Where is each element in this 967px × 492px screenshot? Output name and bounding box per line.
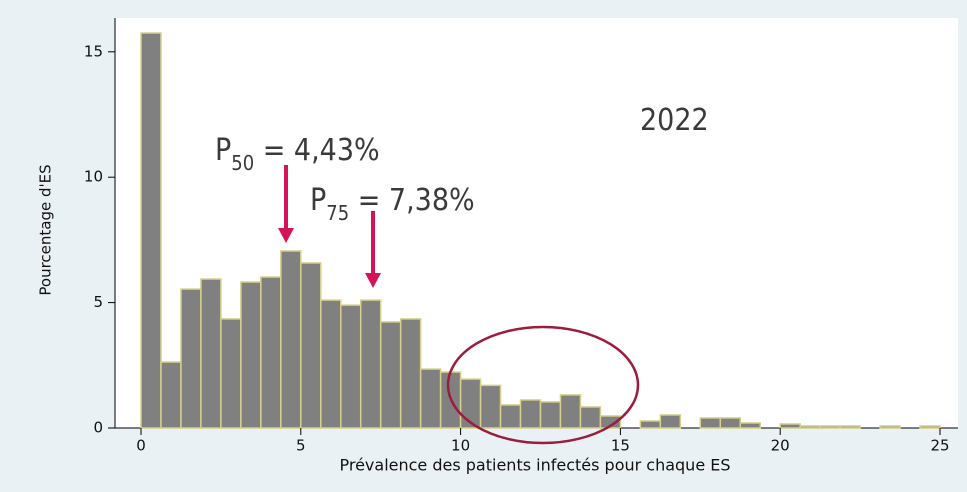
bar bbox=[779, 423, 801, 429]
bar bbox=[419, 368, 442, 429]
p50-arrow bbox=[278, 165, 294, 243]
p75-base: P bbox=[310, 183, 326, 218]
bar bbox=[919, 425, 941, 429]
x-tick-label: 20 bbox=[771, 437, 790, 455]
bar bbox=[719, 417, 742, 429]
y-axis-label: Pourcentage d'ES bbox=[37, 164, 55, 295]
bar bbox=[879, 425, 901, 429]
bar bbox=[359, 299, 382, 429]
year-label: 2022 bbox=[640, 103, 709, 138]
bar bbox=[479, 384, 502, 429]
bar bbox=[559, 394, 582, 429]
bar bbox=[379, 321, 402, 429]
y-tick-label: 15 bbox=[84, 42, 103, 60]
p75-rest: = 7,38% bbox=[349, 183, 474, 218]
bar bbox=[280, 250, 302, 429]
p75-arrow bbox=[365, 211, 381, 288]
y-tick-label: 0 bbox=[93, 419, 103, 437]
x-tick-label: 10 bbox=[451, 437, 470, 455]
bar bbox=[180, 288, 202, 429]
bar bbox=[300, 262, 322, 429]
bar bbox=[659, 414, 682, 429]
bar bbox=[200, 278, 222, 429]
bar bbox=[240, 281, 262, 429]
bars bbox=[140, 32, 941, 429]
p75-label: P75 = 7,38% bbox=[310, 183, 475, 225]
p50-base: P bbox=[215, 133, 231, 168]
bar bbox=[539, 401, 562, 429]
x-axis-label: Prévalence des patients infectés pour ch… bbox=[339, 456, 730, 475]
y-tick-label: 5 bbox=[93, 293, 103, 311]
bar bbox=[260, 276, 282, 429]
x-tick-label: 5 bbox=[296, 437, 306, 455]
p50-rest: = 4,43% bbox=[254, 133, 379, 168]
x-tick-label: 25 bbox=[930, 437, 949, 455]
bar bbox=[739, 422, 761, 429]
bar bbox=[499, 404, 522, 429]
bar bbox=[699, 417, 722, 429]
bar bbox=[579, 406, 602, 429]
highlight-ellipse bbox=[446, 325, 640, 445]
bar bbox=[160, 361, 182, 429]
bar bbox=[220, 318, 242, 429]
x-tick-label: 0 bbox=[136, 437, 146, 455]
bar bbox=[399, 318, 422, 429]
bar bbox=[140, 32, 162, 429]
x-tick-label: 15 bbox=[611, 437, 630, 455]
p50-sub: 50 bbox=[231, 151, 254, 175]
bar bbox=[839, 425, 861, 429]
bar bbox=[799, 425, 821, 429]
p75-sub: 75 bbox=[326, 201, 349, 225]
bar bbox=[519, 399, 542, 429]
bar bbox=[320, 299, 342, 429]
bar bbox=[459, 378, 482, 429]
bar bbox=[599, 415, 622, 429]
bar bbox=[639, 420, 662, 429]
y-tick-label: 10 bbox=[84, 168, 103, 186]
bar bbox=[340, 304, 362, 429]
p50-label: P50 = 4,43% bbox=[215, 133, 380, 175]
bar bbox=[819, 425, 841, 429]
